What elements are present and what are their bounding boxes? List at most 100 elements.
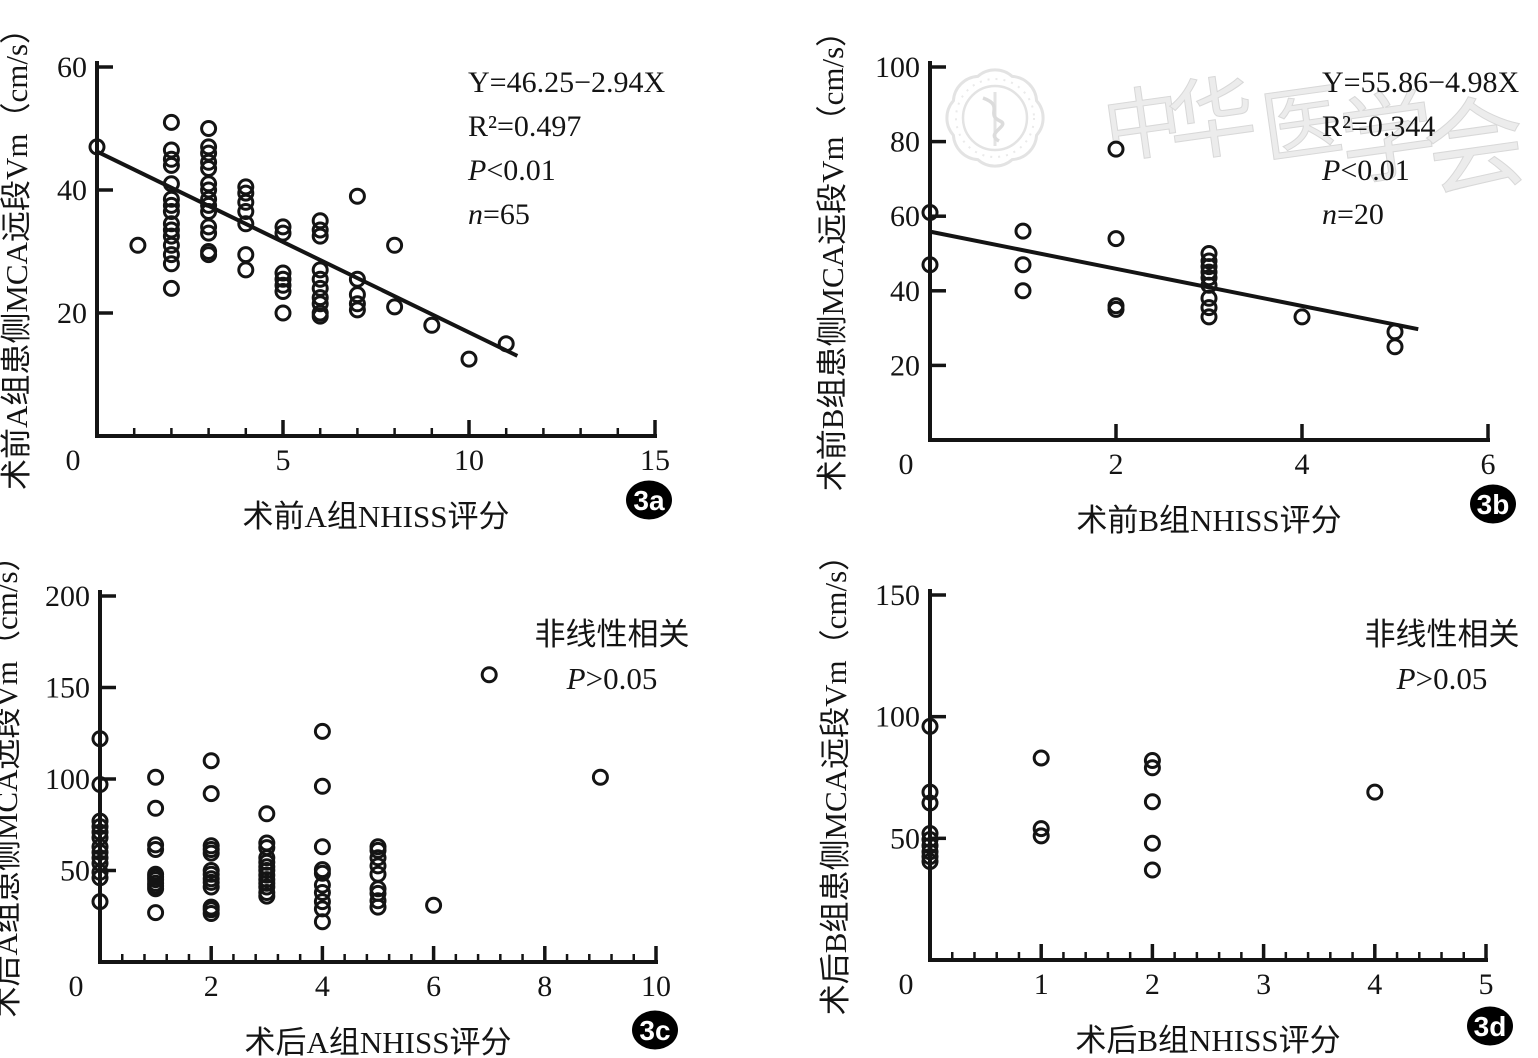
data-point [921,853,939,870]
data-point [1200,258,1218,276]
annotation-line: n=20 [1322,198,1384,231]
badge-ellipse [1470,484,1516,524]
watermark-emblem-snake [982,96,1005,143]
data-point [313,838,331,856]
badge-ellipse [1467,1006,1513,1046]
data-points [921,717,1384,879]
data-point [425,896,443,914]
data-point [274,304,292,322]
data-point [1107,140,1125,158]
data-point [480,666,498,684]
data-points [91,666,609,931]
data-point [921,825,939,842]
data-point [311,221,329,239]
panel-badge: 3d [1467,1006,1513,1046]
panel-3b: 0 2 4 6 20 40 60 80 100 术前B组NHISS评分 术前B组患侧MCA远段Vm（… [815,16,1520,538]
x-tick-label: 2 [1145,968,1160,1001]
data-point [369,892,387,910]
data-point [423,316,441,334]
annotation-line: P>0.05 [1396,661,1488,696]
data-point [162,203,180,220]
panel-3c: 0 2 4 6 8 10 50 100 150 200 术后A组NHISS评分 术后A组患侧MCA远段… [0,540,690,1058]
data-point [200,224,218,242]
data-point [200,153,218,171]
data-point [1107,230,1125,248]
x-tick-label: 5 [276,444,291,477]
panel-3d: 0 1 2 3 4 5 50 100 150 术后B组NHISS评分 术后B组患侧MCA远段Vm（c… [818,540,1520,1058]
y-tick-label: 40 [57,174,87,207]
data-point [1386,338,1404,356]
data-point [921,794,939,812]
data-point [313,884,331,901]
data-point [1200,299,1218,317]
watermark-emblem-circle [961,84,1029,152]
x-axis-title: 术前B组NHISS评分 [1076,503,1341,538]
data-point [313,722,331,740]
x-tick-label: 10 [641,970,671,1003]
data-point [91,812,109,830]
data-point [921,783,939,801]
annotation-line: Y=46.25−2.94X [468,66,666,99]
data-point [162,190,180,208]
data-point [311,270,329,288]
y-tick-label: 50 [890,822,920,855]
annotation-line: P<0.01 [467,154,556,187]
x-tick-label: 8 [537,970,552,1003]
data-point [91,893,109,911]
data-point [1014,282,1032,300]
annotation-line: P<0.01 [1321,154,1410,187]
watermark-emblem-petals [945,68,1045,168]
y-tick-label: 100 [875,701,920,734]
data-point [274,218,292,236]
data-point [348,187,366,205]
data-point [313,864,331,882]
annotation-line: 非线性相关 [535,617,690,652]
data-point [162,255,180,273]
x-tick-label: 2 [1109,448,1124,481]
y-tick-label: 100 [875,51,920,84]
data-point [162,113,180,131]
y-tick-label: 100 [45,763,90,796]
x-tick-label: 4 [1295,448,1310,481]
data-point [921,256,939,274]
data-point [311,261,329,279]
annotation-line: R²=0.344 [1322,110,1435,143]
data-point [91,863,109,881]
data-point [88,138,106,156]
data-point [1143,793,1161,811]
data-point [162,196,180,214]
data-point [1014,222,1032,240]
badge-label: 3b [1477,489,1510,520]
y-tick-label: 20 [890,349,920,382]
panel-annotation: 非线性相关 P>0.05 [1365,617,1520,696]
y-tick-label: 20 [57,297,87,330]
badge-label: 3d [1474,1011,1507,1042]
x-tick-label: 1 [1034,968,1049,1001]
watermark-character: 医 [1256,77,1347,175]
data-point [147,904,165,922]
data-point [202,878,220,896]
data-point [237,184,255,202]
x-tick-label: 0 [69,970,84,1003]
data-point [369,857,387,875]
data-point [274,276,292,294]
watermark-character: 学 [1333,80,1443,199]
y-axis-title: 术后A组患侧MCA远段Vm（cm/s） [0,540,24,1017]
data-point [202,785,220,803]
data-point [1143,834,1161,852]
data-point [369,898,387,916]
data-point [921,831,939,848]
badge-label: 3c [639,1015,670,1046]
panel-annotation: Y=55.86−4.98X R²=0.344 P<0.01 n=20 [1321,66,1520,231]
data-point [258,805,276,823]
data-point [1032,820,1050,838]
data-point [369,849,387,867]
data-point [162,215,180,233]
y-axis-title: 术前B组患侧MCA远段Vm（cm/s） [815,16,850,491]
data-point [1014,256,1032,274]
data-point [1032,827,1050,845]
annotation-line: P>0.05 [566,661,658,696]
y-tick-label: 150 [875,579,920,612]
data-point [202,844,220,862]
